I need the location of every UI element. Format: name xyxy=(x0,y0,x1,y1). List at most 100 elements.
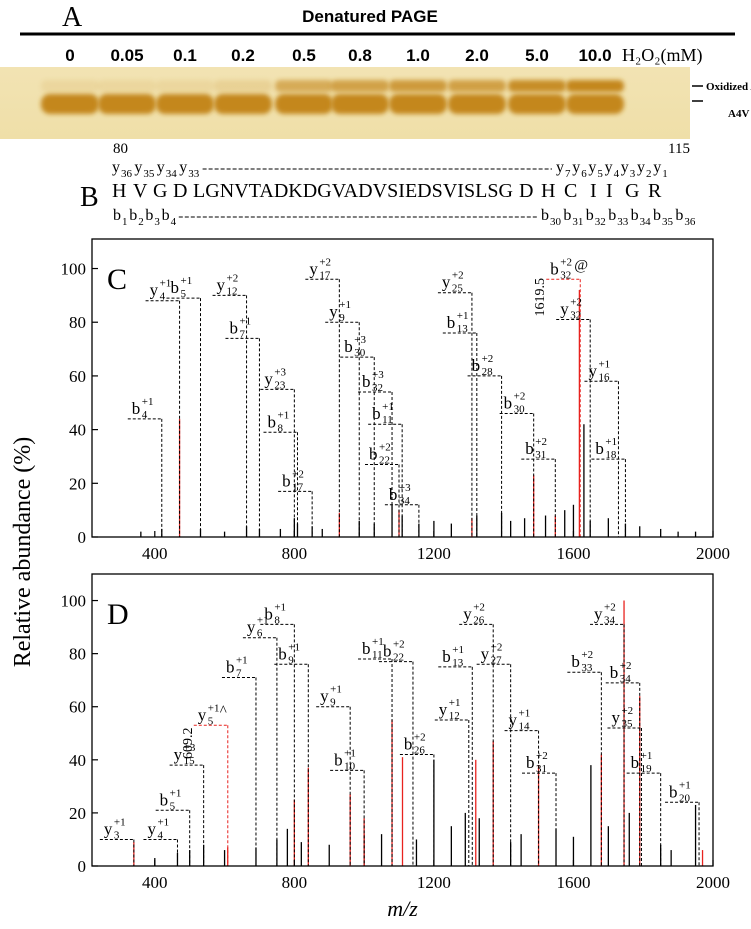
annotation-index: 13 xyxy=(457,323,469,335)
lane-label: 5.0 xyxy=(525,46,549,65)
annotation-ion: b xyxy=(404,735,413,754)
annotation-index: 5 xyxy=(208,715,214,727)
x-tick-label: 1200 xyxy=(417,873,451,892)
annotation-charge: +2 xyxy=(379,442,391,454)
ion-letter: b xyxy=(675,207,683,224)
ion-letter: y xyxy=(556,159,564,176)
ion-letter: y xyxy=(572,159,580,176)
annotation-charge: +1 xyxy=(277,409,289,421)
annotation-charge: +1 xyxy=(382,401,394,413)
annotation-charge: +2 xyxy=(473,601,485,613)
panel-label: A xyxy=(62,2,83,33)
ion-index: 34 xyxy=(640,216,652,228)
annotation-ion: y xyxy=(198,705,207,724)
ion-letter: y xyxy=(134,159,142,176)
band xyxy=(275,94,333,114)
annotation-index: 31 xyxy=(535,449,546,461)
x-tick-label: 2000 xyxy=(696,873,730,892)
annotation-charge: +3 xyxy=(274,366,286,378)
ion-letter: y xyxy=(588,159,596,176)
annotation-index: 18 xyxy=(605,449,617,461)
annotation-index: 26 xyxy=(473,614,485,626)
ion-letter: y xyxy=(112,159,120,176)
residue: D xyxy=(173,180,187,202)
ion-letter: y xyxy=(157,159,165,176)
lane-label: 0.2 xyxy=(231,46,255,65)
ion-index: 4 xyxy=(614,168,620,180)
band xyxy=(508,80,566,92)
annotation-ion: y xyxy=(217,275,226,294)
annotation-charge: +1 xyxy=(449,697,461,709)
x-tick-label: 400 xyxy=(142,544,168,563)
y-tick-label: 40 xyxy=(69,751,86,770)
band xyxy=(98,94,156,114)
residue: G xyxy=(153,180,167,202)
annotation-ion: b xyxy=(442,647,451,666)
ion-index: 1 xyxy=(662,168,668,180)
ion-letter: y xyxy=(179,159,187,176)
annotation-charge: +2 xyxy=(620,660,632,672)
lane-label: 0.1 xyxy=(173,46,197,65)
band-label: Oxidized A4V xyxy=(706,81,751,93)
residue: LGNVTADKDGVADVSIEDSVISLSG xyxy=(193,180,513,202)
annotation-charge: +1 xyxy=(208,702,220,714)
annotation-charge: +2 xyxy=(319,256,331,268)
annotation-charge: +2 xyxy=(227,272,239,284)
annotation-ion: y xyxy=(320,687,329,706)
annotation-charge: +2 xyxy=(536,750,548,762)
annotation-ion: b xyxy=(550,259,559,278)
annotation-charge: +1 xyxy=(170,787,182,799)
annotation-ion: b xyxy=(383,642,392,661)
annotation-charge: +1 xyxy=(641,750,653,762)
ion-index: 36 xyxy=(684,216,696,228)
panel-label: C xyxy=(107,263,127,296)
lane-label: 0.5 xyxy=(292,46,316,65)
ion-index: 1 xyxy=(122,216,128,228)
annotation-ion: y xyxy=(264,369,273,388)
annotation-index: 6 xyxy=(257,628,263,640)
ion-index: 2 xyxy=(138,216,144,228)
annotation-ion: y xyxy=(150,281,159,300)
annotation-ion: b xyxy=(389,485,398,504)
residue: G xyxy=(625,180,639,202)
annotation-index: 15 xyxy=(184,755,196,767)
annotation-ion: y xyxy=(481,644,490,663)
annotation-index: 35 xyxy=(621,718,633,730)
annotation-ion: y xyxy=(442,273,451,292)
annotation-index: 12 xyxy=(449,710,460,722)
annotation-charge: +1 xyxy=(257,615,269,627)
band xyxy=(156,94,214,114)
y-tick-label: 0 xyxy=(78,528,87,547)
annotation-ion: y xyxy=(247,618,256,637)
ion-index: 35 xyxy=(662,216,674,228)
annotation-ion: y xyxy=(560,300,569,319)
annotation-charge: +1 xyxy=(372,636,384,648)
residue: H xyxy=(112,180,126,202)
annotation-ion: y xyxy=(309,259,318,278)
annotation-ion: b xyxy=(334,750,343,769)
annotation-ion: b xyxy=(372,404,381,423)
ion-index: 3 xyxy=(154,216,160,228)
annotation-index: 20 xyxy=(679,792,691,804)
annotation-index: 26 xyxy=(414,745,426,757)
annotation-charge: +2 xyxy=(604,601,616,613)
plot-frame xyxy=(91,238,714,538)
ion-letter: b xyxy=(631,207,639,224)
residue: C xyxy=(564,180,577,202)
residue: H xyxy=(541,180,555,202)
y-tick-label: 0 xyxy=(78,857,87,876)
annotation-index: 14 xyxy=(519,721,531,733)
band xyxy=(566,94,624,114)
annotation-index: 22 xyxy=(393,652,404,664)
annotation-charge: +1 xyxy=(339,299,351,311)
ion-index: 7 xyxy=(565,168,571,180)
annotation-charge: +3 xyxy=(399,482,411,494)
annotation-ion: y xyxy=(147,819,156,838)
annotation-charge: +1 xyxy=(274,601,286,613)
annotation-charge: +1 xyxy=(679,779,691,791)
band xyxy=(448,94,506,114)
ion-index: 2 xyxy=(646,168,652,180)
ion-letter: b xyxy=(653,207,661,224)
